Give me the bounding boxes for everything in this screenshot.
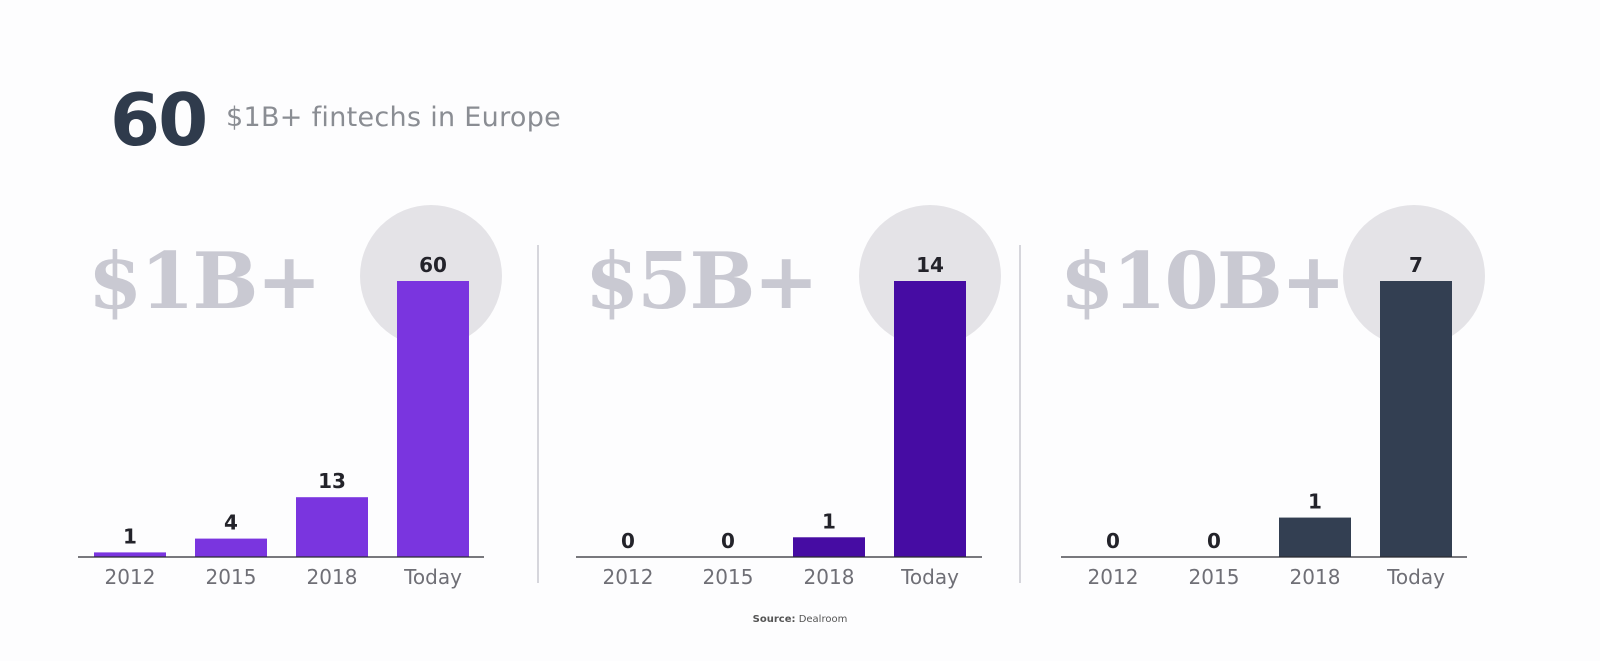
data-label-today: 7 (1409, 253, 1423, 277)
tick-label-2018: 2018 (1290, 565, 1341, 589)
data-label-2015: 4 (224, 511, 238, 535)
source-note: Source: Dealroom (0, 614, 1600, 625)
tick-label-2015: 2015 (703, 565, 754, 589)
tick-label-2018: 2018 (804, 565, 855, 589)
source-label: Source: (752, 614, 796, 625)
chart-title: $10B+ (1060, 236, 1344, 327)
tick-label-2012: 2012 (1088, 565, 1139, 589)
data-label-2012: 1 (123, 524, 137, 548)
bar-2012 (94, 552, 166, 557)
data-label-2018: 13 (318, 469, 346, 493)
tick-label-2018: 2018 (307, 565, 358, 589)
tick-label-2015: 2015 (206, 565, 257, 589)
data-label-2012: 0 (1106, 529, 1120, 553)
chart-panel-2: $5B+ 0 2012 0 2015 1 2018 14 Today (576, 205, 1001, 589)
tick-label-today: Today (1386, 565, 1445, 589)
tick-label-today: Today (403, 565, 462, 589)
tick-label-today: Today (900, 565, 959, 589)
data-label-2018: 1 (1308, 490, 1322, 514)
chart-panel-1: $1B+ 1 2012 4 2015 13 2018 60 Today (78, 205, 502, 589)
data-label-2012: 0 (621, 529, 635, 553)
tick-label-2015: 2015 (1189, 565, 1240, 589)
chart-title: $5B+ (585, 236, 817, 327)
headline-number: 60 (110, 78, 208, 162)
chart-panel-3: $10B+ 0 2012 0 2015 1 2018 7 Today (1060, 205, 1485, 589)
chart-title: $1B+ (88, 236, 320, 327)
bar-2018 (793, 537, 865, 557)
data-label-2015: 0 (1207, 529, 1221, 553)
data-label-2015: 0 (721, 529, 735, 553)
headline-text: $1B+ fintechs in Europe (226, 102, 562, 133)
bar-today (397, 281, 469, 557)
source-name: Dealroom (798, 614, 848, 625)
header: 60 $1B+ fintechs in Europe (0, 0, 1600, 180)
tick-label-2012: 2012 (603, 565, 654, 589)
bar-2018 (296, 497, 368, 557)
tick-label-2012: 2012 (105, 565, 156, 589)
bar-2018 (1279, 517, 1351, 557)
data-label-today: 60 (419, 253, 447, 277)
data-label-2018: 1 (822, 509, 836, 533)
bar-today (894, 281, 966, 557)
data-label-today: 14 (916, 253, 944, 277)
bar-2015 (195, 538, 267, 557)
bar-today (1380, 281, 1452, 557)
